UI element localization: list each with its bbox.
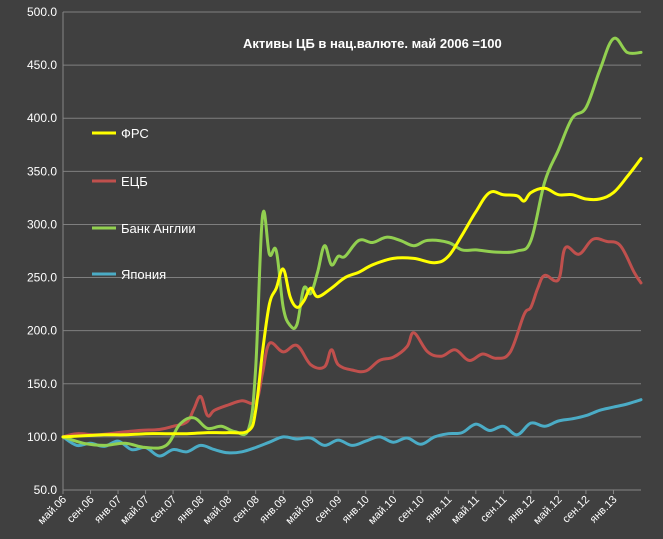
chart-title: Активы ЦБ в нац.валюте. май 2006 =100 [243,36,502,51]
series-line-3 [61,398,643,458]
legend-label-0: ФРС [121,126,149,141]
y-tick-label: 50.0 [34,483,58,497]
legend-label-1: ЕЦБ [121,174,148,189]
series-line-1 [61,237,643,439]
series-line-2 [61,36,643,450]
y-axis: 50.0 100.0 150.0 200.0 250.0 300.0 350.0 400.0 4… [27,5,57,497]
y-tick-label: 350.0 [27,164,57,178]
y-tick-label: 450.0 [27,58,57,72]
legend-label-2: Банк Англии [121,221,196,236]
y-tick-label: 500.0 [27,5,57,19]
y-tick-label: 400.0 [27,111,57,125]
legend: ФРС ЕЦБ Банк Англии Япония [92,126,196,282]
series-line-0 [61,157,643,439]
legend-label-3: Япония [121,267,166,282]
series-lines [61,36,643,458]
y-tick-label: 250.0 [27,271,57,285]
y-tick-label: 100.0 [27,430,57,444]
gridlines [62,11,641,491]
y-tick-label: 150.0 [27,377,57,391]
y-tick-label: 200.0 [27,324,57,338]
y-tick-label: 300.0 [27,217,57,231]
